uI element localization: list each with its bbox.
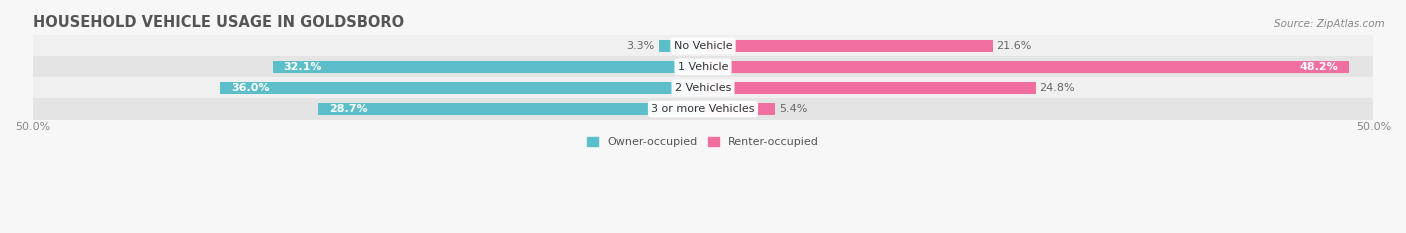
- Text: HOUSEHOLD VEHICLE USAGE IN GOLDSBORO: HOUSEHOLD VEHICLE USAGE IN GOLDSBORO: [32, 15, 404, 30]
- Bar: [221, 82, 703, 94]
- Bar: [273, 61, 703, 73]
- Text: Source: ZipAtlas.com: Source: ZipAtlas.com: [1274, 19, 1385, 29]
- Bar: [703, 103, 775, 115]
- Legend: Owner-occupied, Renter-occupied: Owner-occupied, Renter-occupied: [582, 133, 824, 152]
- Bar: [318, 103, 703, 115]
- Text: 36.0%: 36.0%: [231, 83, 270, 93]
- Bar: [32, 99, 1374, 120]
- Text: 48.2%: 48.2%: [1299, 62, 1339, 72]
- Text: 3 or more Vehicles: 3 or more Vehicles: [651, 104, 755, 114]
- Text: 24.8%: 24.8%: [1039, 83, 1076, 93]
- Bar: [703, 61, 1350, 73]
- Bar: [703, 40, 993, 52]
- Text: 21.6%: 21.6%: [997, 41, 1032, 51]
- Bar: [32, 56, 1374, 77]
- Text: 28.7%: 28.7%: [329, 104, 367, 114]
- Bar: [32, 35, 1374, 56]
- Bar: [32, 77, 1374, 99]
- Text: No Vehicle: No Vehicle: [673, 41, 733, 51]
- Text: 2 Vehicles: 2 Vehicles: [675, 83, 731, 93]
- Bar: [659, 40, 703, 52]
- Text: 1 Vehicle: 1 Vehicle: [678, 62, 728, 72]
- Text: 3.3%: 3.3%: [627, 41, 655, 51]
- Bar: [703, 82, 1035, 94]
- Text: 5.4%: 5.4%: [779, 104, 808, 114]
- Text: 32.1%: 32.1%: [284, 62, 322, 72]
